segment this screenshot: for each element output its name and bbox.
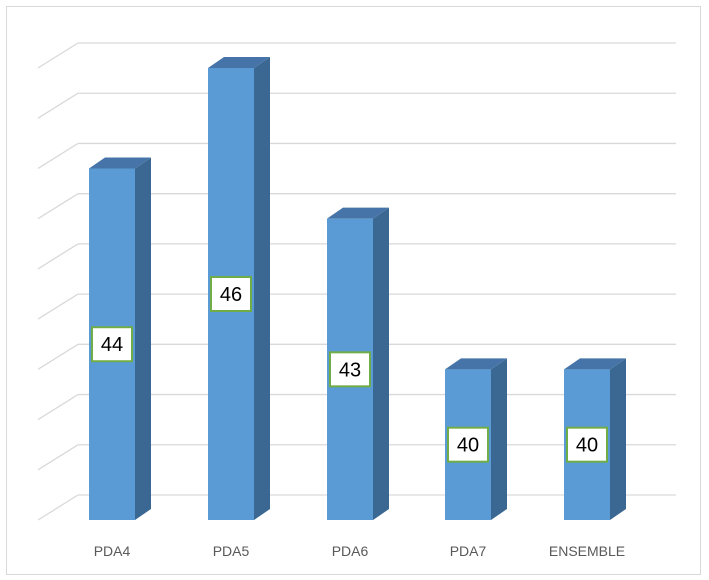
gridline-side [37, 243, 79, 270]
gridline-side [37, 394, 79, 421]
gridline-side [37, 444, 79, 471]
gridline-side [37, 293, 79, 320]
bar-top [327, 207, 389, 219]
data-label-box [447, 426, 489, 463]
data-label-box [329, 351, 371, 388]
gridline-side [37, 494, 79, 521]
data-label: 40 [576, 435, 598, 457]
data-label: 46 [220, 284, 242, 306]
bar-top [89, 157, 151, 169]
bar-side [254, 57, 270, 520]
gridline-side [37, 343, 79, 370]
bar-side [135, 157, 151, 520]
bar-top [208, 57, 270, 68]
category-label: PDA6 [332, 543, 369, 559]
gridline-side [37, 193, 79, 220]
gridline-side [37, 92, 79, 119]
category-label: PDA5 [213, 543, 250, 559]
category-label: PDA7 [450, 543, 487, 559]
bar-side [491, 358, 507, 520]
gridline-side [37, 42, 79, 69]
category-label: PDA4 [94, 543, 131, 559]
data-label: 40 [457, 435, 479, 457]
data-label: 44 [101, 334, 123, 356]
bar-side [610, 358, 626, 520]
data-label-box [566, 426, 608, 463]
bar-top [445, 358, 507, 370]
gridline-side [37, 142, 79, 169]
bar-top [564, 358, 626, 370]
data-label-box [210, 276, 252, 312]
data-label-box [91, 326, 133, 363]
data-label: 43 [339, 359, 361, 381]
bar-side [373, 207, 389, 520]
category-label: ENSEMBLE [549, 543, 625, 559]
